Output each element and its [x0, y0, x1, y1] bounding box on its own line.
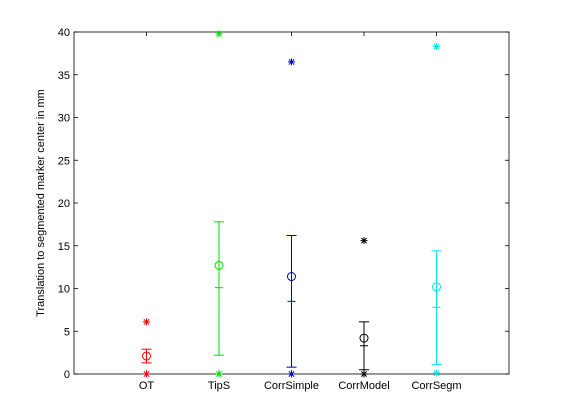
star-marker-stroke — [216, 371, 222, 377]
series-CorrSimple — [286, 58, 297, 378]
mean-marker — [432, 282, 441, 292]
y-tick-label: 20 — [58, 198, 70, 210]
y-axis-label: Translation to segmented marker center i… — [35, 89, 47, 317]
star-marker-stroke — [143, 371, 150, 377]
x-tick-label: CorrSimple — [264, 380, 319, 392]
star-marker-stroke — [433, 43, 440, 50]
star-marker-stroke — [143, 318, 150, 325]
mean-marker — [214, 260, 224, 270]
y-tick-label: 15 — [58, 241, 70, 253]
star-marker-stroke — [361, 371, 367, 377]
x-tick-label: OT — [139, 380, 155, 392]
x-tick-label: TipS — [208, 380, 230, 392]
mean-marker — [287, 272, 296, 282]
series-CorrSegm — [431, 43, 442, 377]
series-OT — [141, 318, 152, 378]
y-tick-label: 40 — [58, 27, 70, 39]
x-tick-label: CorrSegm — [411, 380, 461, 392]
star-marker-stroke — [361, 237, 367, 244]
y-tick-label: 5 — [64, 326, 70, 338]
y-tick-label: 30 — [58, 113, 70, 125]
star-marker-stroke — [216, 30, 222, 37]
y-tick-label: 25 — [58, 155, 70, 167]
y-axis-ticks: 0 5 10 15 20 25 30 35 40 — [58, 27, 509, 381]
x-tick-label: CorrModel — [338, 380, 389, 392]
y-tick-label: 0 — [64, 369, 70, 381]
data-marks — [141, 30, 442, 378]
series-CorrModel — [359, 237, 369, 378]
star-marker-stroke — [288, 58, 295, 65]
star-marker-stroke — [288, 371, 295, 377]
x-axis-ticks: OT TipS CorrSimple CorrModel CorrSegm — [139, 32, 462, 392]
star-marker-stroke — [433, 370, 440, 377]
mean-marker — [359, 333, 369, 343]
mean-marker — [142, 351, 151, 361]
y-tick-label: 10 — [58, 284, 70, 296]
series-TipS — [214, 30, 224, 378]
y-tick-label: 35 — [58, 70, 70, 82]
